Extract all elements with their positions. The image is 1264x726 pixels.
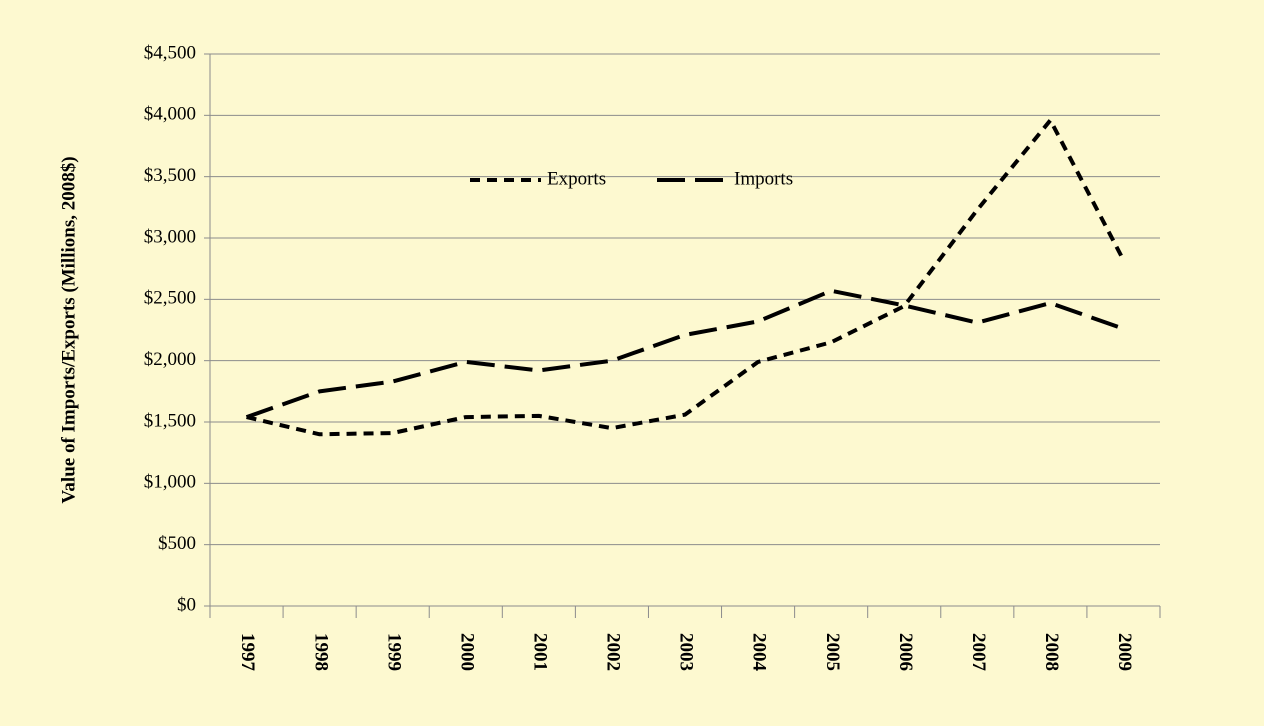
- legend-label: Imports: [734, 168, 793, 189]
- y-tick-label: $3,500: [144, 165, 196, 186]
- y-tick-label: $3,000: [144, 226, 196, 247]
- legend-label: Exports: [547, 168, 606, 189]
- y-tick-label: $1,500: [144, 410, 196, 431]
- line-series: [246, 118, 1126, 437]
- x-tick-label: 2003: [676, 633, 697, 671]
- x-tick-label: 2007: [968, 633, 989, 672]
- x-tick-label: 1997: [237, 633, 258, 672]
- y-tick-label: $1,000: [144, 472, 196, 493]
- x-tick-label: 2004: [749, 633, 770, 672]
- x-tick-label: 2005: [822, 633, 843, 671]
- y-tick-label: $500: [158, 533, 196, 554]
- y-axis-label: Value of Imports/Exports (Millions, 2008…: [58, 156, 79, 503]
- x-tick-label: 2006: [895, 633, 916, 671]
- y-tick-label: $2,000: [144, 349, 196, 370]
- x-tick-label: 2000: [456, 633, 477, 671]
- y-tick-label: $4,000: [144, 104, 196, 125]
- x-tick-label: 2001: [529, 633, 550, 671]
- y-tick-label: $4,500: [144, 42, 196, 63]
- x-tick-label: 2008: [1041, 633, 1062, 671]
- x-tick-label: 1998: [310, 633, 331, 671]
- x-tick-label: 1999: [383, 633, 404, 671]
- x-tick-label: 2009: [1114, 633, 1135, 671]
- y-tick-label: $2,500: [144, 288, 196, 309]
- x-tick-label: 2002: [603, 633, 624, 671]
- y-tick-label: $0: [177, 594, 196, 615]
